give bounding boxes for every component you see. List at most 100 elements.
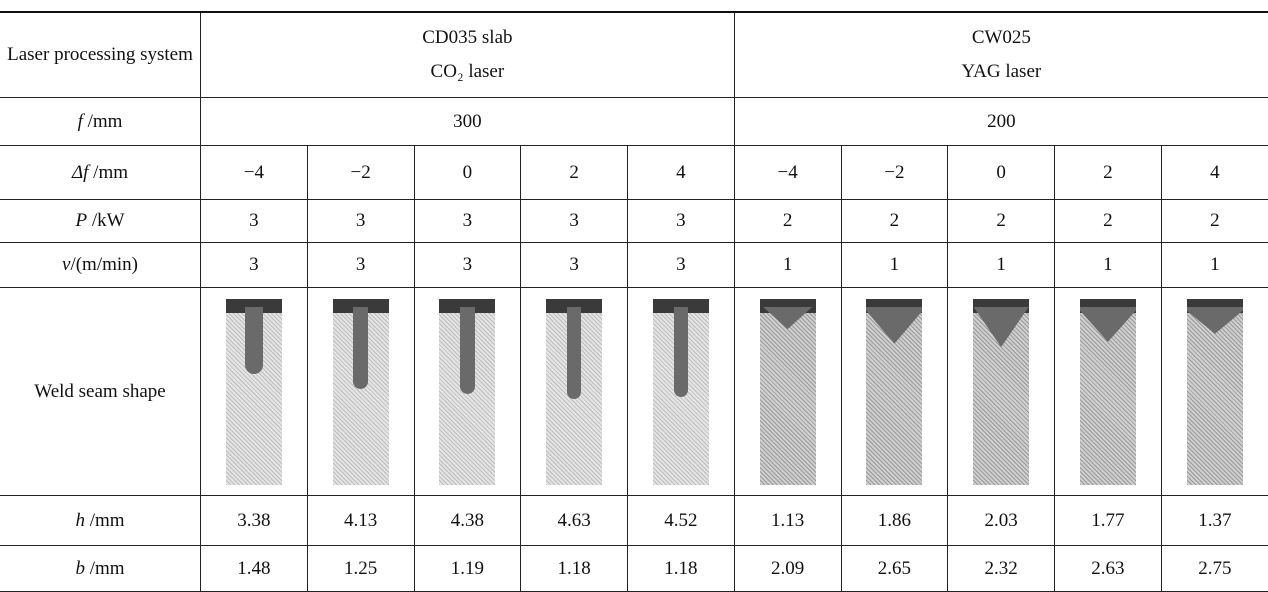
cell: 1.19 (414, 546, 521, 592)
row-unit: /mm (85, 558, 125, 579)
cell: 1 (1055, 243, 1162, 288)
group-name: CD035 slab (201, 21, 734, 55)
weld-cell (201, 288, 308, 496)
weld-seam (460, 307, 474, 395)
weld-row: Weld seam shape (0, 288, 1268, 496)
weld-cell (521, 288, 628, 496)
weld-image (226, 299, 282, 485)
row-unit: /mm (83, 111, 123, 132)
cell: 2 (521, 146, 628, 200)
weld-cell (1055, 288, 1162, 496)
weld-cell (628, 288, 735, 496)
cell: 4.38 (414, 496, 521, 546)
cell: 2 (1055, 146, 1162, 200)
row-symbol: P (75, 210, 87, 231)
weld-seam (674, 307, 688, 397)
cell: 1.13 (734, 496, 841, 546)
param-row: P /kW3333322222 (0, 200, 1268, 243)
row-unit: /kW (87, 210, 124, 231)
cell: 200 (734, 98, 1268, 146)
cell: 1.18 (628, 546, 735, 592)
row-label: v/(m/min) (0, 243, 201, 288)
cell: 4.52 (628, 496, 735, 546)
cell: 3 (628, 243, 735, 288)
weld-seam (567, 307, 581, 400)
cell: 0 (414, 146, 521, 200)
cell: 1.18 (521, 546, 628, 592)
cell: −4 (201, 146, 308, 200)
weld-image (760, 299, 816, 485)
cell: −2 (307, 146, 414, 200)
cell: 2 (948, 200, 1055, 243)
cell: 1 (948, 243, 1055, 288)
cell: 2 (1055, 200, 1162, 243)
cell: 3 (307, 200, 414, 243)
row-unit: /mm (88, 162, 128, 183)
row-symbol: Δf (72, 162, 88, 183)
row-label: f /mm (0, 98, 201, 146)
cell: 1.48 (201, 546, 308, 592)
weld-image (1187, 299, 1243, 485)
weld-seam (1080, 307, 1136, 342)
cell: 1.25 (307, 546, 414, 592)
cell: 1.77 (1055, 496, 1162, 546)
group-laser: CO₂ laser (201, 55, 734, 89)
row-unit: /mm (85, 510, 125, 531)
weld-seam (353, 307, 368, 390)
cell: 3 (414, 200, 521, 243)
cell: 4.63 (521, 496, 628, 546)
weld-image (333, 299, 389, 485)
cell: −4 (734, 146, 841, 200)
weld-image (973, 299, 1029, 485)
header-label: Laser processing system (0, 12, 201, 98)
weld-seam (245, 307, 263, 375)
cell: 3 (521, 243, 628, 288)
weld-seam (866, 307, 922, 344)
cell: 2 (841, 200, 948, 243)
row-label: b /mm (0, 546, 201, 592)
cell: 3.38 (201, 496, 308, 546)
cell: 3 (521, 200, 628, 243)
cell: 1.86 (841, 496, 948, 546)
cell: 1 (841, 243, 948, 288)
cell: 3 (307, 243, 414, 288)
row-symbol: h (75, 510, 85, 531)
weld-image (1080, 299, 1136, 485)
weld-seam (1187, 307, 1243, 334)
cell: 3 (414, 243, 521, 288)
cell: 300 (201, 98, 735, 146)
row-label: Weld seam shape (0, 288, 201, 496)
cell: 2.32 (948, 546, 1055, 592)
weld-image (653, 299, 709, 485)
group-laser: YAG laser (735, 55, 1268, 89)
weld-seam (973, 307, 1029, 348)
cell: 0 (948, 146, 1055, 200)
cell: 4 (628, 146, 735, 200)
cell: −2 (841, 146, 948, 200)
cell: 1 (734, 243, 841, 288)
row-unit: /(m/min) (70, 254, 138, 275)
weld-image (866, 299, 922, 485)
weld-seam (763, 307, 813, 330)
cell: 2.09 (734, 546, 841, 592)
cell: 4.13 (307, 496, 414, 546)
cell: 2.65 (841, 546, 948, 592)
row-symbol: b (75, 558, 85, 579)
row-label: h /mm (0, 496, 201, 546)
cell: 1.37 (1161, 496, 1268, 546)
row-label: Δf /mm (0, 146, 201, 200)
weld-cell (734, 288, 841, 496)
cell: 2 (734, 200, 841, 243)
cell: 2.75 (1161, 546, 1268, 592)
page: {"table": { "header": {"row_label": "Las… (0, 0, 1268, 591)
weld-cell (948, 288, 1055, 496)
cell: 1 (1161, 243, 1268, 288)
